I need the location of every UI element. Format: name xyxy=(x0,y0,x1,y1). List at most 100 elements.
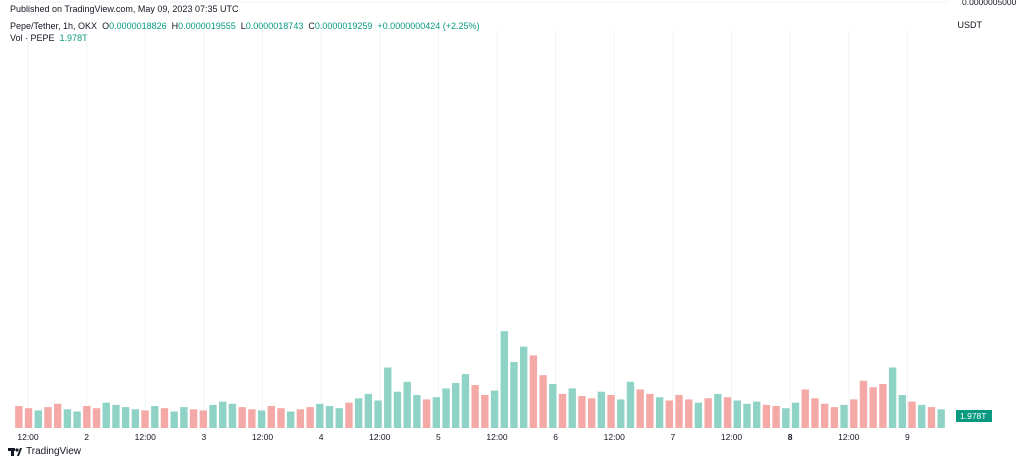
close-label: C xyxy=(308,21,315,31)
time-tick-label: 5 xyxy=(436,432,441,442)
volume-bar xyxy=(850,399,858,428)
time-tick-label: 12:00 xyxy=(604,432,626,442)
high-value: 0.0000019555 xyxy=(178,21,236,31)
volume-bar xyxy=(189,409,198,428)
volume-bar xyxy=(345,402,353,428)
volume-bar xyxy=(44,407,52,428)
volume-bar xyxy=(325,406,334,428)
volume-bar xyxy=(131,409,140,428)
time-tick-label: 8 xyxy=(788,432,793,442)
currency-label: USDT xyxy=(957,20,983,30)
tradingview-logo-icon xyxy=(8,447,22,456)
volume-bar xyxy=(452,382,460,428)
volume-bar xyxy=(830,407,839,428)
volume-value: 1.978T xyxy=(59,33,88,43)
volume-bar xyxy=(587,398,596,428)
volume-bar xyxy=(141,410,149,428)
time-tick-label: 9 xyxy=(905,432,910,442)
volume-bar xyxy=(820,403,829,428)
volume-bar xyxy=(597,391,606,428)
volume-bar xyxy=(519,346,528,428)
change-value: +0.0000000424 (+2.25%) xyxy=(377,21,480,31)
time-tick-label: 12:00 xyxy=(252,432,274,442)
volume-bar xyxy=(782,408,790,428)
volume-bar xyxy=(384,367,392,428)
time-tick-label: 12:00 xyxy=(721,432,743,442)
time-tick-label: 3 xyxy=(202,432,207,442)
volume-bar xyxy=(733,400,741,428)
open-value: 0.0000018826 xyxy=(109,21,167,31)
volume-bar xyxy=(762,404,771,428)
volume-tag-label: 1.978T xyxy=(960,411,986,421)
ohlc-line: Pepe/Tether, 1h, OKX O0.0000018826 H0.00… xyxy=(10,20,480,32)
volume-bar xyxy=(646,393,654,428)
high-label: H xyxy=(171,21,179,31)
volume-bar xyxy=(811,398,819,428)
open-label: O xyxy=(102,21,110,31)
volume-bar xyxy=(918,404,926,428)
volume-bar xyxy=(675,395,683,428)
volume-bar xyxy=(92,408,101,428)
volume-line: Vol · PEPE 1.978T xyxy=(10,32,480,44)
volume-bar xyxy=(248,409,256,428)
volume-bar xyxy=(694,402,703,428)
volume-bar xyxy=(413,395,421,428)
volume-bar xyxy=(15,406,23,428)
volume-bar xyxy=(539,375,547,428)
volume-label: Vol · PEPE xyxy=(10,33,55,43)
volume-bar xyxy=(869,387,877,428)
volume-bar xyxy=(471,385,479,428)
volume-bar xyxy=(102,402,110,428)
volume-bar xyxy=(53,403,62,428)
volume-bar xyxy=(840,404,848,428)
volume-bar xyxy=(24,408,33,428)
tradingview-footer: TradingView xyxy=(8,446,81,457)
volume-bar xyxy=(607,395,615,428)
time-tick-label: 12:00 xyxy=(135,432,157,442)
volume-bar xyxy=(73,411,81,428)
volume-bar xyxy=(490,390,499,428)
time-tick-label: 12:00 xyxy=(369,432,391,442)
volume-bar xyxy=(888,367,897,428)
volume-bar xyxy=(34,410,42,428)
volume-bar xyxy=(306,407,314,428)
volume-bar xyxy=(879,384,887,428)
volume-bar xyxy=(714,393,722,428)
volume-tag xyxy=(956,410,992,422)
volume-bar xyxy=(442,388,450,428)
volume-bar xyxy=(238,407,246,428)
time-tick-label: 12:00 xyxy=(486,432,508,442)
volume-bar xyxy=(578,396,586,428)
volume-bar xyxy=(937,409,945,428)
volume-bar xyxy=(549,384,557,428)
close-value: 0.0000019259 xyxy=(314,21,373,31)
symbol-label: Pepe/Tether, 1h, OKX xyxy=(10,21,98,31)
volume-bar xyxy=(743,403,751,428)
volume-bar xyxy=(500,331,508,428)
volume-bar xyxy=(364,393,373,428)
volume-bar xyxy=(510,362,518,428)
volume-bar xyxy=(927,407,936,428)
volume-bar xyxy=(626,381,635,428)
volume-bar xyxy=(636,389,644,428)
volume-bar xyxy=(685,399,693,428)
volume-bar xyxy=(354,398,363,428)
volume-bar xyxy=(393,391,402,428)
volume-bar xyxy=(617,399,625,428)
volume-bar xyxy=(335,408,343,428)
volume-bar xyxy=(704,398,712,428)
volume-bar xyxy=(151,406,159,428)
volume-bar xyxy=(63,409,72,428)
volume-bar xyxy=(558,393,567,428)
volume-bar xyxy=(801,389,809,428)
volume-bar xyxy=(277,408,285,428)
volume-bar xyxy=(209,404,217,428)
volume-bar xyxy=(121,407,130,428)
volume-bar xyxy=(772,406,780,428)
volume-bar xyxy=(199,410,208,428)
volume-bar xyxy=(432,397,441,428)
volume-bar xyxy=(791,402,800,428)
volume-bar xyxy=(374,400,382,428)
volume-bar xyxy=(655,397,664,428)
